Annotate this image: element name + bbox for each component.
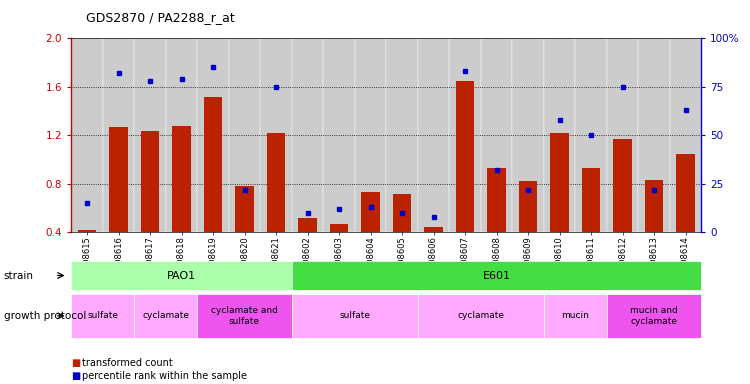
Bar [235, 186, 254, 232]
Text: sulfate: sulfate [87, 311, 118, 320]
FancyBboxPatch shape [481, 38, 512, 232]
Text: ■: ■ [71, 371, 80, 381]
FancyBboxPatch shape [197, 38, 229, 232]
Text: cyclamate and
sulfate: cyclamate and sulfate [211, 306, 278, 326]
Bar [109, 127, 128, 232]
Bar [613, 139, 632, 232]
Bar [518, 181, 538, 232]
Bar [424, 227, 443, 232]
Bar [77, 230, 97, 232]
FancyBboxPatch shape [71, 38, 103, 232]
Text: mucin and
cyclamate: mucin and cyclamate [630, 306, 678, 326]
FancyBboxPatch shape [355, 38, 386, 232]
Bar [455, 81, 475, 232]
FancyBboxPatch shape [229, 38, 260, 232]
Text: E601: E601 [482, 270, 511, 281]
FancyBboxPatch shape [449, 38, 481, 232]
Bar [392, 194, 412, 232]
FancyBboxPatch shape [670, 38, 701, 232]
FancyBboxPatch shape [512, 38, 544, 232]
FancyBboxPatch shape [134, 38, 166, 232]
FancyBboxPatch shape [166, 38, 197, 232]
Text: growth protocol: growth protocol [4, 311, 86, 321]
FancyBboxPatch shape [260, 38, 292, 232]
FancyBboxPatch shape [638, 38, 670, 232]
Bar [266, 133, 286, 232]
FancyBboxPatch shape [386, 38, 418, 232]
FancyBboxPatch shape [103, 38, 134, 232]
Bar [644, 180, 664, 232]
Bar [140, 131, 160, 232]
FancyBboxPatch shape [292, 38, 323, 232]
Bar [487, 168, 506, 232]
Bar [298, 218, 317, 232]
Text: ■: ■ [71, 358, 80, 368]
Text: PAO1: PAO1 [167, 270, 196, 281]
Text: strain: strain [4, 270, 34, 281]
Bar [172, 126, 191, 232]
FancyBboxPatch shape [607, 38, 638, 232]
Bar [581, 168, 601, 232]
Bar [203, 96, 223, 232]
Text: mucin: mucin [561, 311, 590, 320]
FancyBboxPatch shape [575, 38, 607, 232]
Text: cyclamate: cyclamate [142, 311, 189, 320]
Text: cyclamate: cyclamate [458, 311, 504, 320]
Text: percentile rank within the sample: percentile rank within the sample [82, 371, 248, 381]
Text: transformed count: transformed count [82, 358, 173, 368]
Text: GDS2870 / PA2288_r_at: GDS2870 / PA2288_r_at [86, 12, 235, 25]
FancyBboxPatch shape [418, 38, 449, 232]
Bar [361, 192, 380, 232]
Bar [550, 133, 569, 232]
Bar [676, 154, 695, 232]
Text: sulfate: sulfate [339, 311, 370, 320]
Bar [329, 224, 349, 232]
FancyBboxPatch shape [544, 38, 575, 232]
FancyBboxPatch shape [323, 38, 355, 232]
